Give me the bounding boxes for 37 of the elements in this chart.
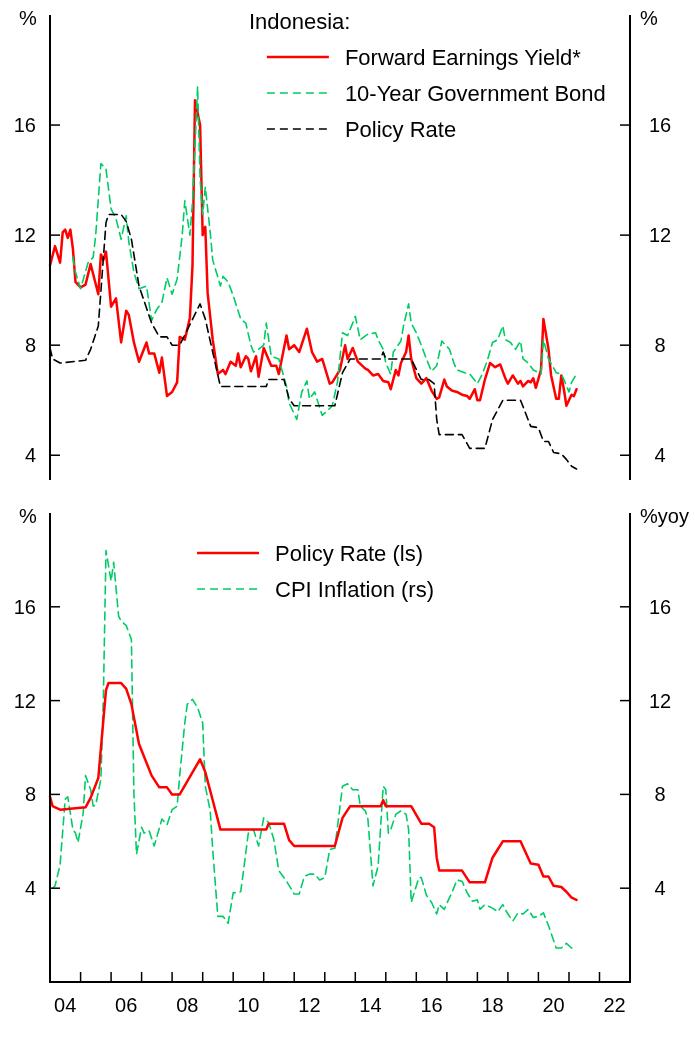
y-tick-label: 4 [24, 877, 36, 900]
legend-label: 10-Year Government Bond [344, 81, 606, 106]
x-tick-label: 12 [298, 994, 321, 1016]
y2-tick-label: 8 [654, 334, 666, 357]
x-tick-label: 06 [115, 994, 138, 1016]
legend-label: CPI Inflation (rs) [275, 577, 434, 602]
y-tick-label: 12 [13, 224, 36, 247]
x-tick-label: 14 [359, 994, 382, 1016]
legend-label: Policy Rate [344, 117, 457, 142]
x-tick-label: 18 [481, 994, 504, 1016]
x-tick-label: 16 [420, 994, 443, 1016]
y2-axis-title: %yoy [640, 505, 689, 527]
line-series [48, 681, 578, 902]
legend-label: Forward Earnings Yield* [344, 45, 582, 70]
y-tick-label: 8 [24, 783, 36, 806]
y-axis-title: % [19, 7, 38, 29]
y2-tick-label: 16 [648, 595, 672, 618]
y2-tick-label: 8 [654, 783, 666, 806]
y-tick-label: 16 [13, 595, 36, 618]
legend-title: Indonesia: [248, 9, 351, 34]
y-axis-title: % [19, 505, 38, 527]
x-tick-label: 10 [237, 994, 260, 1016]
y-tick-label: 4 [24, 444, 36, 467]
legend-label: Policy Rate (ls) [275, 541, 423, 566]
y2-tick-label: 4 [654, 877, 666, 900]
x-tick-label: 08 [176, 994, 199, 1016]
y2-axis-title: % [640, 7, 658, 29]
y2-tick-label: 12 [648, 689, 672, 712]
x-tick-label: 04 [54, 994, 77, 1016]
x-tick-label: 20 [542, 994, 565, 1016]
y2-tick-label: 16 [648, 114, 672, 137]
x-tick-label: 22 [603, 994, 626, 1016]
y-tick-label: 12 [13, 689, 36, 712]
y2-tick-label: 4 [654, 444, 666, 467]
y2-tick-label: 12 [648, 224, 672, 247]
y-tick-label: 8 [24, 334, 36, 357]
y-tick-label: 16 [13, 114, 36, 137]
